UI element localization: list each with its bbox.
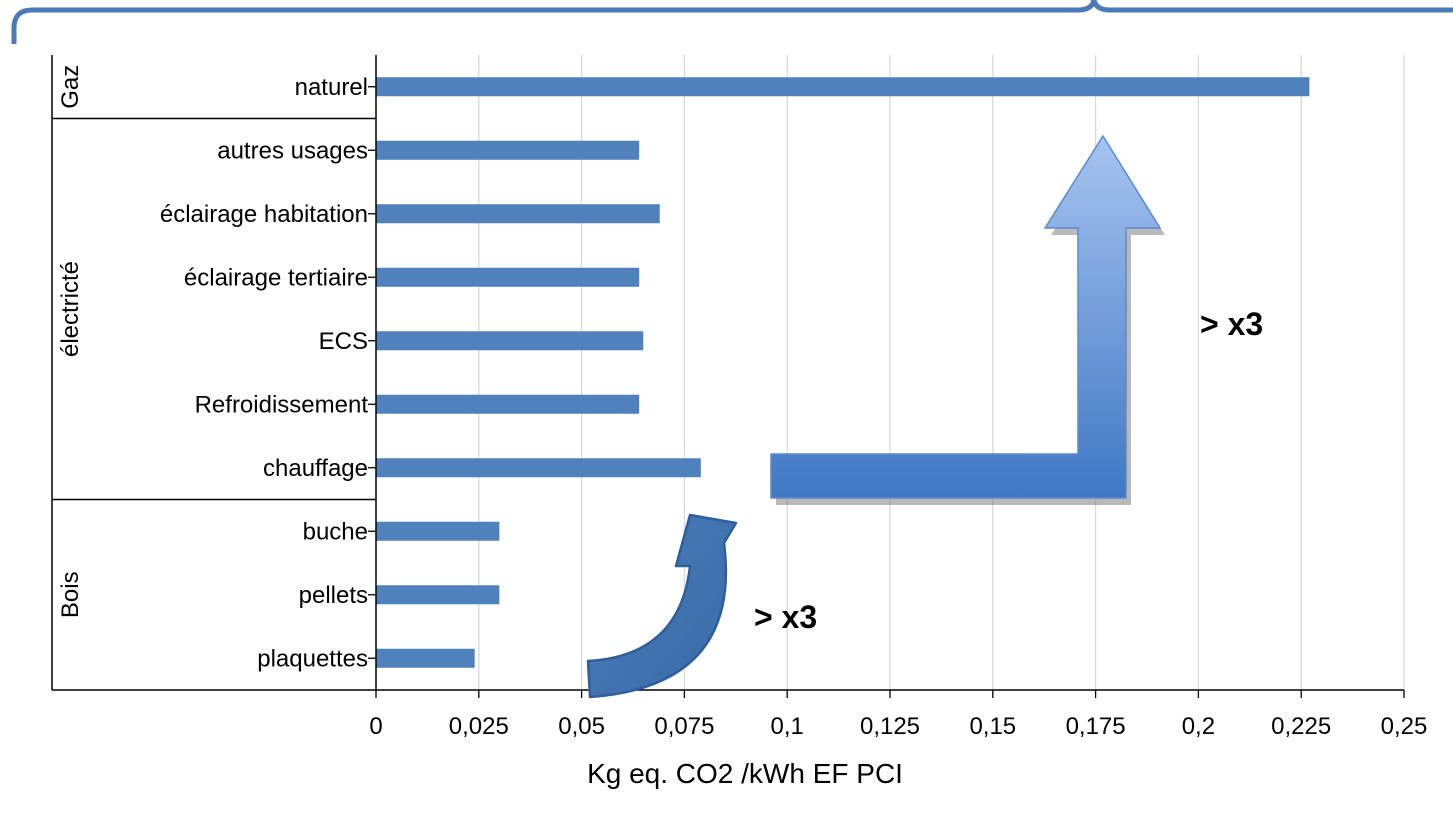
bar (376, 585, 500, 605)
category-label: éclairage habitation (160, 201, 368, 228)
category-label: buche (303, 518, 368, 545)
bar (376, 458, 701, 478)
top-brace (11, 0, 1453, 44)
annotation-curved-arrow: > x3 (754, 599, 817, 635)
bar (376, 267, 640, 287)
category-label: plaquettes (257, 645, 368, 672)
annotation-big-arrow: > x3 (1200, 306, 1263, 342)
x-tick-labels: 0 0,025 0,05 0,075 0,1 0,125 0,15 0,175 0,2 0,225… (369, 713, 1427, 740)
x-tick-label: 0,225 (1271, 713, 1331, 740)
x-tick-label: 0,2 (1182, 713, 1215, 740)
group-label: électricté (57, 261, 84, 357)
x-tick-label: 0,15 (969, 713, 1016, 740)
category-label: naturel (295, 74, 368, 101)
category-label: chauffage (263, 455, 368, 482)
bar (376, 77, 1310, 97)
x-tick-label: 0,075 (654, 713, 714, 740)
x-axis-title: Kg eq. CO2 /kWh EF PCI (587, 758, 903, 789)
category-label: Refroidissement (195, 391, 369, 418)
x-tick-label: 0,1 (771, 713, 804, 740)
group-label: Bois (57, 571, 84, 618)
group-label: Gaz (57, 65, 84, 109)
bars (376, 77, 1310, 668)
category-label: autres usages (217, 137, 368, 164)
x-tick-label: 0,025 (449, 713, 509, 740)
big-arrow (770, 134, 1165, 505)
bar (376, 394, 640, 414)
group-labels: Gaz électricté Bois (57, 65, 84, 618)
x-tick-label: 0,175 (1066, 713, 1126, 740)
bar (376, 140, 640, 160)
bar (376, 331, 644, 351)
curved-arrow (586, 513, 738, 699)
category-label: éclairage tertiaire (184, 264, 368, 291)
bar (376, 204, 660, 224)
bar (376, 521, 500, 541)
category-label: ECS (319, 328, 368, 355)
bar (376, 648, 475, 668)
x-tick-label: 0,25 (1381, 713, 1428, 740)
category-label: pellets (299, 582, 368, 609)
x-tick-label: 0 (369, 713, 382, 740)
axes (51, 55, 1405, 698)
x-tick-label: 0,05 (558, 713, 605, 740)
x-tick-label: 0,125 (860, 713, 920, 740)
category-labels: naturel autres usages éclairage habitation… (160, 74, 368, 673)
